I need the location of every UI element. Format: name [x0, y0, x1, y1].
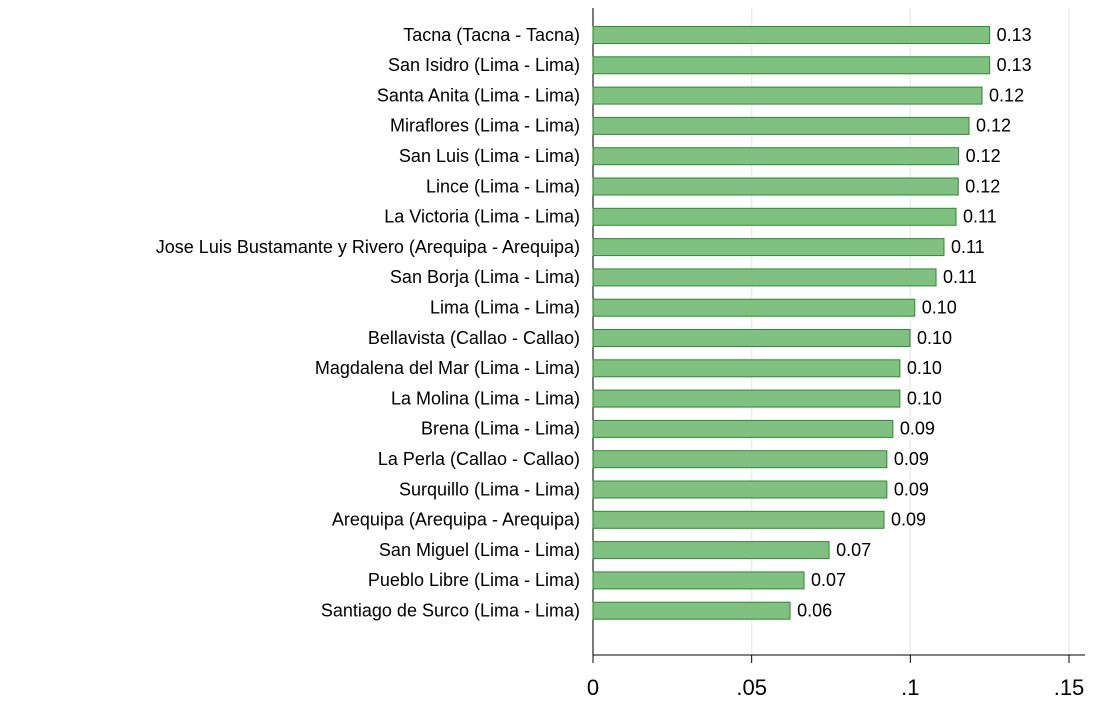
value-label: 0.11 [943, 267, 977, 287]
y-tick-label: Brena (Lima - Lima) [421, 419, 580, 439]
value-label: 0.07 [836, 540, 871, 560]
y-tick-label: La Perla (Callao - Callao) [378, 449, 580, 469]
y-tick-label: San Miguel (Lima - Lima) [379, 540, 580, 560]
y-tick-label: Lince (Lima - Lima) [426, 176, 580, 196]
bar [592, 116, 970, 135]
value-label: 0.10 [907, 358, 942, 378]
bar [592, 26, 991, 44]
bar [592, 510, 885, 529]
y-tick-label: San Borja (Lima - Lima) [390, 267, 580, 287]
y-tick-label: Arequipa (Arequipa - Arequipa) [332, 510, 580, 530]
y-tick-label: Miraflores (Lima - Lima) [390, 116, 580, 136]
bar [592, 419, 894, 438]
value-label: 0.09 [894, 449, 929, 469]
bar [592, 601, 791, 620]
value-label: 0.10 [922, 297, 957, 317]
bar [592, 298, 916, 317]
bar [592, 56, 991, 75]
bar [592, 480, 888, 499]
bar [592, 207, 957, 226]
value-label: 0.09 [900, 419, 935, 439]
y-tick-label: La Molina (Lima - Lima) [391, 388, 580, 408]
bar [592, 238, 945, 257]
y-tick-label: La Victoria (Lima - Lima) [384, 207, 580, 227]
bar [592, 147, 960, 166]
value-label: 0.06 [797, 600, 832, 620]
y-tick-label: Jose Luis Bustamante y Rivero (Arequipa … [156, 237, 580, 257]
value-label: 0.10 [917, 328, 952, 348]
value-label: 0.07 [811, 570, 846, 590]
value-label: 0.12 [966, 146, 1001, 166]
value-label: 0.09 [894, 479, 929, 499]
y-tick-label: Surquillo (Lima - Lima) [399, 479, 580, 499]
value-label: 0.10 [907, 388, 942, 408]
value-label: 0.13 [997, 55, 1032, 75]
bar [592, 389, 901, 408]
bar [592, 329, 911, 347]
x-tick-label: .15 [1054, 675, 1085, 700]
bar [592, 450, 888, 469]
x-tick-label: .05 [736, 675, 767, 700]
bar [592, 86, 983, 105]
bar [592, 541, 830, 560]
y-tick-label: Tacna (Tacna - Tacna) [403, 25, 580, 45]
x-tick-label: .1 [901, 675, 919, 700]
y-tick-label: San Isidro (Lima - Lima) [388, 55, 580, 75]
value-label: 0.13 [997, 25, 1032, 45]
y-tick-label: Magdalena del Mar (Lima - Lima) [315, 358, 580, 378]
value-label: 0.12 [989, 85, 1024, 105]
bar [592, 177, 959, 196]
bar [592, 268, 937, 287]
value-label: 0.11 [963, 207, 997, 227]
bar [592, 359, 901, 378]
y-tick-label: Santa Anita (Lima - Lima) [377, 85, 580, 105]
value-label: 0.12 [965, 176, 1000, 196]
x-tick-label: 0 [587, 675, 599, 700]
y-tick-label: Bellavista (Callao - Callao) [368, 328, 580, 348]
y-tick-label: Pueblo Libre (Lima - Lima) [368, 570, 580, 590]
y-tick-label: Santiago de Surco (Lima - Lima) [321, 600, 580, 620]
value-label: 0.12 [976, 116, 1011, 136]
y-tick-label: San Luis (Lima - Lima) [399, 146, 580, 166]
y-tick-label: Lima (Lima - Lima) [430, 297, 580, 317]
value-label: 0.09 [891, 510, 926, 530]
bar [592, 571, 805, 590]
value-label: 0.11 [951, 237, 985, 257]
